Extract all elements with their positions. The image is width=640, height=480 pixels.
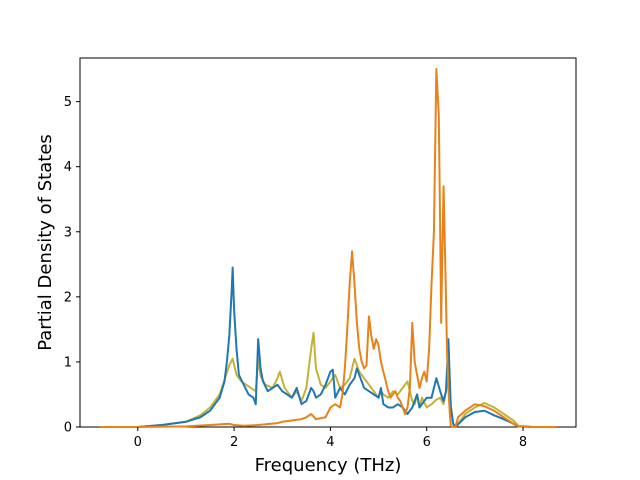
series-layer bbox=[99, 68, 557, 428]
x-tick-label: 4 bbox=[326, 435, 334, 450]
axes-frame bbox=[79, 57, 577, 428]
plot-area bbox=[79, 57, 577, 428]
y-tick-label: 4 bbox=[64, 160, 72, 175]
series-line-3 bbox=[99, 68, 557, 428]
y-tick-label: 5 bbox=[64, 95, 72, 110]
y-tick-label: 0 bbox=[64, 421, 72, 436]
y-axis-ticks: 0 1 2 3 4 5 bbox=[64, 95, 80, 436]
x-axis-label: Frequency (THz) bbox=[255, 455, 402, 476]
y-tick-label: 1 bbox=[64, 355, 72, 370]
y-tick-label: 2 bbox=[64, 290, 72, 305]
x-axis-ticks: 0 2 4 6 8 bbox=[134, 427, 527, 450]
x-tick-label: 8 bbox=[519, 435, 527, 450]
y-axis-label: Partial Density of States bbox=[35, 134, 56, 351]
x-tick-label: 2 bbox=[230, 435, 238, 450]
x-tick-label: 0 bbox=[134, 435, 142, 450]
y-tick-label: 3 bbox=[64, 225, 72, 240]
x-tick-label: 6 bbox=[423, 435, 431, 450]
